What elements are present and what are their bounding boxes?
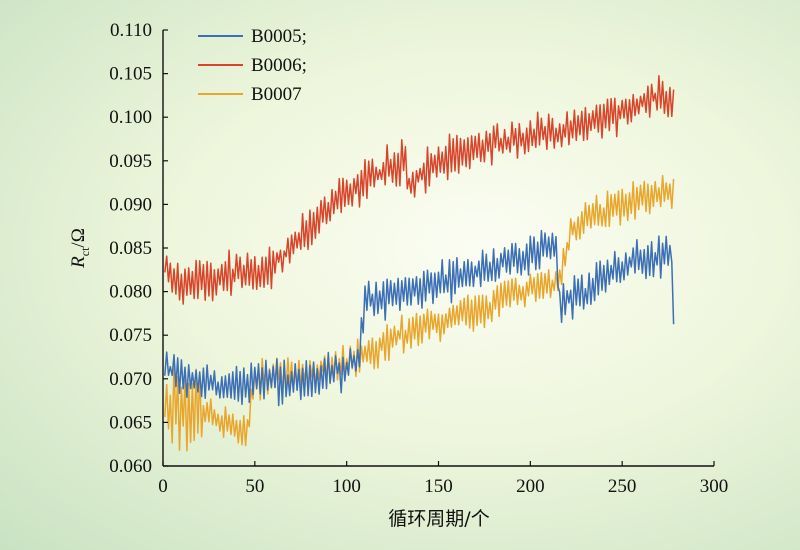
y-tick-label: 0.075	[109, 325, 152, 346]
x-tick-label: 300	[700, 476, 729, 497]
x-tick-label: 0	[158, 476, 168, 497]
y-tick-label: 0.085	[109, 238, 152, 259]
x-tick-label: 50	[245, 476, 264, 497]
y-tick-label: 0.095	[109, 151, 152, 172]
legend-label-b0006: B0006;	[251, 55, 307, 76]
x-tick-label: 150	[424, 476, 453, 497]
series-layer	[164, 74, 675, 452]
legend-label-b0005: B0005;	[251, 26, 307, 47]
series-line-b0006	[164, 74, 675, 305]
y-ticks: 0.060 0.065 0.070 0.075 0.080 0.085 0.090 0.095…	[109, 20, 168, 477]
legend-label-b0007: B0007	[251, 84, 302, 105]
y-tick-label: 0.060	[109, 456, 152, 477]
x-tick-label: 100	[332, 476, 361, 497]
legend: B0005; B0006; B0007	[198, 26, 307, 105]
series-line-b0007	[164, 174, 675, 452]
y-axis-title-main: R	[68, 256, 89, 269]
x-tick-label: 200	[516, 476, 545, 497]
x-axis-title: 循环周期/个	[388, 508, 489, 530]
x-ticks: 0 50 100 150 200 250 300	[158, 461, 728, 497]
x-tick-label: 250	[608, 476, 637, 497]
y-tick-label: 0.100	[109, 107, 152, 128]
y-tick-label: 0.070	[109, 369, 152, 390]
series-line-b0005	[164, 229, 675, 407]
y-tick-label: 0.065	[109, 412, 152, 433]
y-axis-title: Rct/Ω	[68, 228, 92, 269]
y-axis-title-unit: /Ω	[68, 228, 89, 247]
y-tick-label: 0.080	[109, 282, 152, 303]
y-tick-label: 0.105	[109, 64, 152, 85]
axes-layer	[162, 30, 714, 467]
y-tick-label: 0.110	[110, 20, 152, 41]
y-tick-label: 0.090	[109, 194, 152, 215]
y-axis-title-subscript: ct	[78, 247, 92, 256]
